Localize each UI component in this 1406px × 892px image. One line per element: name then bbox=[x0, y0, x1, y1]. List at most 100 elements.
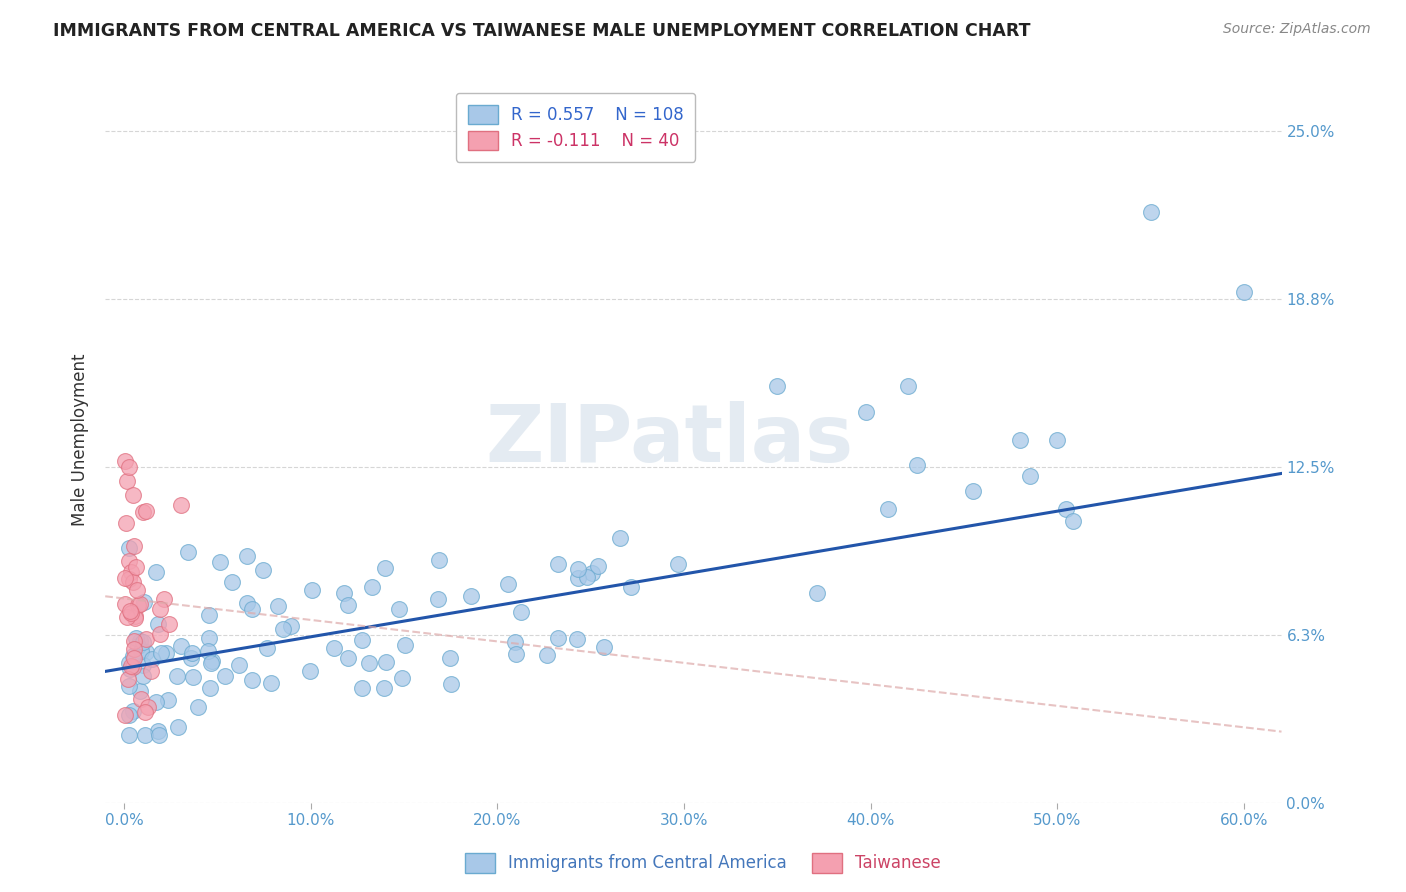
Point bbox=[114, 708, 136, 723]
Point bbox=[132, 635, 155, 649]
Point bbox=[146, 723, 169, 738]
Point bbox=[200, 656, 222, 670]
Point bbox=[391, 671, 413, 685]
Point bbox=[198, 681, 221, 695]
Point bbox=[118, 604, 141, 618]
Point bbox=[156, 693, 179, 707]
Point bbox=[201, 654, 224, 668]
Point bbox=[135, 645, 157, 659]
Point bbox=[148, 728, 170, 742]
Point bbox=[114, 597, 136, 611]
Point bbox=[128, 684, 150, 698]
Point bbox=[905, 458, 928, 472]
Point bbox=[388, 602, 411, 616]
Point bbox=[373, 681, 395, 696]
Point bbox=[122, 704, 145, 718]
Point bbox=[609, 531, 631, 545]
Point bbox=[962, 483, 984, 498]
Text: IMMIGRANTS FROM CENTRAL AMERICA VS TAIWANESE MALE UNEMPLOYMENT CORRELATION CHART: IMMIGRANTS FROM CENTRAL AMERICA VS TAIWA… bbox=[53, 22, 1031, 40]
Point bbox=[122, 651, 145, 665]
Point bbox=[586, 558, 609, 573]
Point bbox=[221, 575, 243, 590]
Point bbox=[121, 659, 143, 673]
Point bbox=[124, 608, 146, 623]
Point bbox=[256, 640, 278, 655]
Point bbox=[503, 635, 526, 649]
Point bbox=[157, 617, 180, 632]
Point bbox=[122, 574, 145, 589]
Point bbox=[567, 571, 589, 585]
Point bbox=[536, 648, 558, 662]
Point bbox=[167, 720, 190, 734]
Point bbox=[240, 673, 263, 687]
Point bbox=[125, 631, 148, 645]
Point bbox=[122, 488, 145, 502]
Point bbox=[134, 594, 156, 608]
Point bbox=[117, 474, 139, 488]
Point bbox=[620, 580, 643, 594]
Point bbox=[267, 599, 290, 613]
Point bbox=[240, 601, 263, 615]
Point bbox=[114, 453, 136, 467]
Point bbox=[567, 632, 589, 646]
Point bbox=[170, 498, 193, 512]
Point bbox=[1010, 433, 1032, 447]
Point bbox=[127, 598, 149, 612]
Point bbox=[128, 633, 150, 648]
Point bbox=[581, 566, 603, 580]
Point bbox=[118, 708, 141, 723]
Point bbox=[145, 695, 167, 709]
Point bbox=[1019, 468, 1042, 483]
Point bbox=[301, 582, 323, 597]
Point bbox=[336, 651, 359, 665]
Point bbox=[426, 591, 449, 606]
Point bbox=[181, 647, 204, 661]
Point bbox=[271, 623, 294, 637]
Point bbox=[593, 640, 616, 655]
Point bbox=[766, 379, 789, 393]
Point bbox=[1140, 204, 1163, 219]
Point bbox=[1054, 502, 1077, 516]
Point bbox=[131, 644, 153, 658]
Point bbox=[121, 648, 143, 663]
Point bbox=[252, 563, 274, 577]
Point bbox=[323, 641, 346, 656]
Point bbox=[260, 676, 283, 690]
Point bbox=[183, 670, 205, 684]
Point bbox=[124, 611, 146, 625]
Point bbox=[149, 646, 172, 660]
Point bbox=[145, 565, 167, 579]
Point bbox=[155, 646, 177, 660]
Point bbox=[547, 557, 569, 571]
Point bbox=[228, 657, 250, 672]
Point bbox=[146, 617, 169, 632]
Point bbox=[127, 640, 149, 654]
Text: ZIPatlas: ZIPatlas bbox=[485, 401, 853, 479]
Point bbox=[575, 570, 598, 584]
Point bbox=[122, 633, 145, 648]
Point bbox=[118, 656, 141, 670]
Point bbox=[197, 644, 219, 658]
Point bbox=[360, 580, 382, 594]
Point bbox=[236, 549, 259, 563]
Point bbox=[855, 405, 877, 419]
Point bbox=[132, 669, 155, 683]
Point bbox=[125, 559, 148, 574]
Point bbox=[1233, 285, 1256, 300]
Point bbox=[115, 516, 138, 531]
Point bbox=[509, 605, 531, 619]
Point bbox=[120, 566, 142, 580]
Point bbox=[352, 632, 374, 647]
Point bbox=[118, 459, 141, 474]
Point bbox=[280, 619, 302, 633]
Point bbox=[117, 554, 139, 568]
Point bbox=[132, 505, 155, 519]
Point bbox=[198, 607, 221, 622]
Point bbox=[170, 639, 193, 653]
Point bbox=[427, 553, 450, 567]
Point bbox=[134, 705, 156, 719]
Point bbox=[337, 599, 360, 613]
Point bbox=[120, 658, 142, 673]
Point bbox=[129, 597, 152, 611]
Point bbox=[298, 665, 321, 679]
